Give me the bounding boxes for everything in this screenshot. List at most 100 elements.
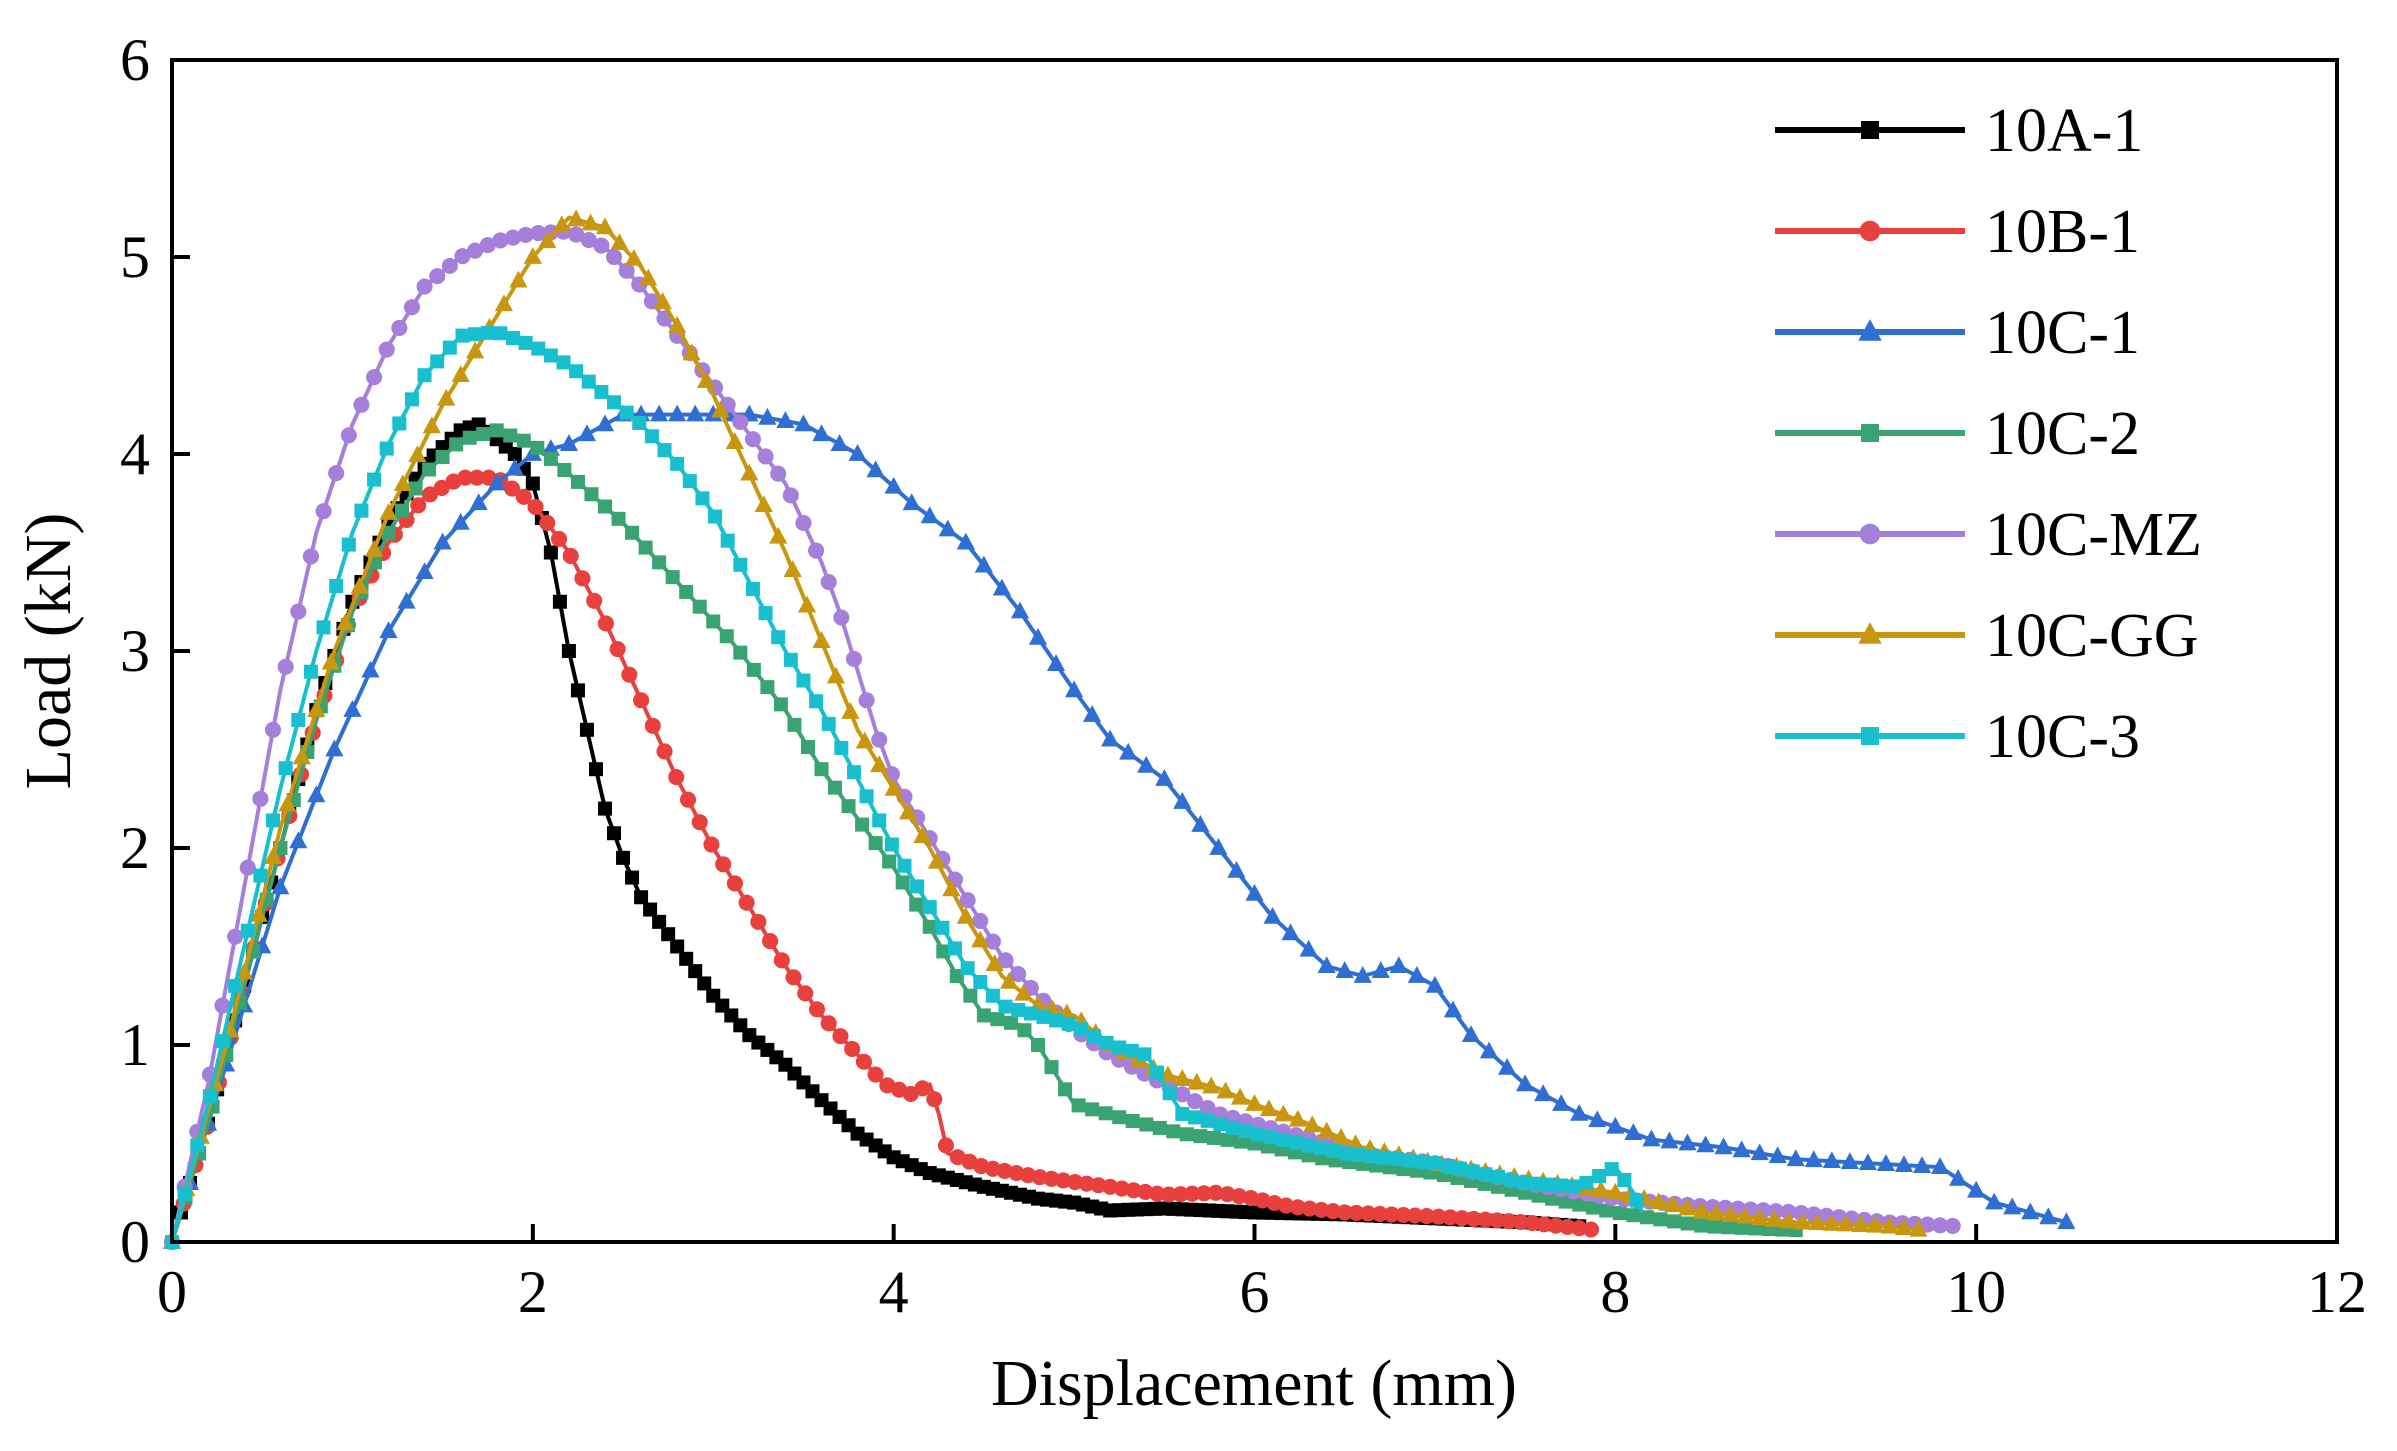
data-point-10c-3: [1175, 1106, 1190, 1121]
data-point-10b-1: [1477, 1211, 1494, 1228]
data-point-10c-3: [872, 813, 887, 828]
data-point-10c-gg: [927, 851, 947, 869]
data-point-10c-1: [1389, 956, 1408, 974]
legend: 10A-1 10B-1 10C-1 10C-2 10C-MZ 10C-GG 10C-3: [1775, 97, 2202, 771]
legend-marker-10c-1: [1858, 319, 1882, 341]
data-point-10b-1: [1453, 1210, 1471, 1227]
data-point-10c-mz: [504, 229, 522, 246]
data-point-10c-2: [503, 428, 518, 443]
data-point-10c-gg: [870, 755, 889, 773]
data-point-10c-3: [1162, 1086, 1177, 1101]
data-point-10c-3: [960, 961, 975, 976]
data-point-10c-gg: [1851, 1215, 1870, 1232]
data-point-10c-gg: [1288, 1109, 1307, 1127]
data-point-10c-3: [846, 765, 861, 780]
y-axis-title: Load (kN): [12, 513, 85, 790]
data-point-10c-3: [581, 374, 596, 389]
series-10b-1: [163, 469, 1600, 1251]
data-point-10c-2: [557, 463, 572, 478]
data-point-10c-1: [1570, 1103, 1589, 1121]
data-point-10c-3: [821, 716, 836, 731]
data-point-10c-2: [949, 969, 964, 984]
data-point-10b-1: [633, 692, 650, 709]
data-point-10c-1: [1028, 627, 1048, 645]
data-point-10b-1: [937, 1137, 955, 1154]
data-point-10c-1: [1101, 729, 1120, 747]
data-point-10c-2: [449, 437, 464, 452]
data-point-10c-3: [644, 429, 659, 444]
x-axis-title: Displacement (mm): [991, 1347, 1517, 1420]
data-point-10c-1: [1245, 883, 1264, 901]
data-point-10c-1: [1930, 1157, 1950, 1174]
data-point-10c-gg: [1692, 1201, 1712, 1219]
data-point-10c-1: [325, 739, 344, 757]
data-point-10c-1: [992, 578, 1012, 596]
data-point-10c-mz: [593, 237, 610, 254]
data-point-10b-1: [832, 1028, 849, 1045]
data-point-10b-1: [679, 791, 697, 808]
data-point-10b-1: [1195, 1185, 1213, 1202]
data-point-10c-1: [1046, 654, 1066, 671]
data-point-10b-1: [1371, 1205, 1388, 1223]
data-point-10c-3: [834, 741, 849, 756]
legend-marker-10b-1: [1859, 220, 1881, 242]
data-point-10c-gg: [1866, 1215, 1885, 1233]
data-point-10c-1: [1479, 1041, 1499, 1059]
data-point-10c-3: [1503, 1172, 1518, 1187]
data-point-10c-3: [505, 331, 520, 346]
data-point-10c-gg: [350, 576, 369, 594]
data-point-10c-1: [451, 512, 470, 530]
data-point-10c-gg: [1173, 1069, 1192, 1086]
data-point-10c-gg: [1332, 1127, 1351, 1145]
data-point-10c-gg: [1274, 1104, 1293, 1122]
data-point-10c-2: [665, 570, 680, 585]
data-point-10c-3: [417, 368, 432, 383]
data-point-10c-1: [2003, 1197, 2022, 1215]
data-point-10c-3: [392, 416, 407, 431]
data-point-10c-3: [594, 384, 609, 399]
data-point-10c-1: [1858, 1153, 1878, 1171]
data-point-10b-1: [1547, 1217, 1564, 1234]
data-point-10b-1: [527, 498, 544, 515]
data-point-10b-1: [785, 969, 802, 986]
data-point-10a-1: [570, 683, 585, 698]
data-point-10c-1: [1516, 1074, 1535, 1092]
data-point-10c-2: [733, 645, 748, 660]
data-point-10c-1: [1064, 680, 1084, 698]
data-point-10c-gg: [466, 341, 485, 359]
legend-label-10c-mz: 10C-MZ: [1985, 501, 2202, 569]
data-point-10c-3: [1491, 1169, 1506, 1184]
data-point-10c-gg: [1793, 1212, 1813, 1230]
data-point-10c-2: [922, 919, 937, 934]
data-point-10c-1: [1317, 956, 1336, 974]
data-point-10c-1: [938, 519, 957, 537]
data-point-10c-2: [1112, 1110, 1127, 1125]
data-point-10c-1: [812, 424, 831, 442]
data-point-10c-2: [516, 433, 531, 448]
data-point-10c-3: [202, 1089, 217, 1104]
data-point-10c-1: [1119, 742, 1138, 760]
data-point-10c-3: [442, 340, 457, 355]
data-point-10c-3: [1023, 1006, 1038, 1021]
data-point-10c-3: [607, 395, 622, 410]
data-point-10c-gg: [956, 906, 975, 924]
data-point-10c-mz: [315, 503, 332, 520]
data-point-10c-gg: [1000, 971, 1019, 989]
data-point-10c-3: [1541, 1177, 1556, 1192]
data-point-10c-3: [1352, 1147, 1367, 1162]
data-point-10c-gg: [278, 794, 297, 812]
data-point-10c-gg: [509, 270, 528, 288]
data-point-10c-3: [1301, 1138, 1316, 1153]
data-point-10c-3: [329, 578, 344, 593]
data-point-10c-mz: [340, 427, 357, 444]
data-point-10c-gg: [725, 432, 744, 450]
data-point-10c-mz: [239, 859, 256, 876]
data-point-10c-gg: [567, 209, 586, 227]
data-point-10c-1: [1714, 1137, 1733, 1155]
data-point-10c-gg: [249, 904, 268, 922]
data-point-10b-1: [1442, 1209, 1459, 1226]
data-point-10c-gg: [321, 652, 340, 670]
data-point-10c-2: [1206, 1130, 1221, 1145]
data-point-10c-3: [1238, 1124, 1253, 1139]
y-tick-label: 6: [120, 27, 150, 93]
